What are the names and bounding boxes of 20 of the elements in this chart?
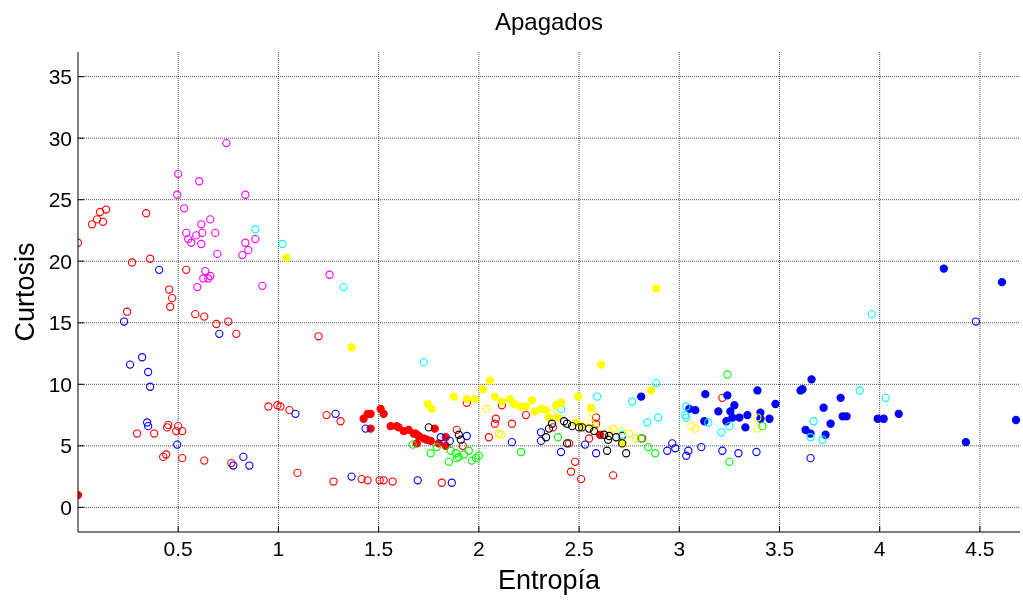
- x-tick-label: 0.5: [163, 537, 193, 560]
- y-tick-label: 35: [48, 64, 72, 88]
- x-tick-label: 3.5: [764, 537, 795, 560]
- x-tick-label: 2: [473, 537, 485, 560]
- y-tick-label: 30: [48, 126, 72, 150]
- x-tick-label: 2.5: [564, 537, 594, 560]
- y-tick-label: 20: [48, 249, 72, 273]
- y-tick-label: 25: [48, 188, 72, 212]
- x-tick-label: 3: [673, 537, 686, 560]
- x-tick-label: 4.5: [965, 537, 995, 560]
- x-tick-label: 1.5: [364, 537, 394, 560]
- chart-title: Apagados: [494, 8, 604, 35]
- x-tick-label: 4: [873, 537, 886, 560]
- y-tick-label: 5: [60, 434, 72, 458]
- y-tick-label: 0: [60, 495, 72, 519]
- y-tick-label: 15: [48, 311, 72, 335]
- y-tick-label: 10: [48, 372, 72, 396]
- x-axis-title: Entropía: [497, 565, 602, 595]
- y-axis-title: Curtosis: [10, 242, 40, 342]
- x-tick-label: 1: [272, 537, 285, 560]
